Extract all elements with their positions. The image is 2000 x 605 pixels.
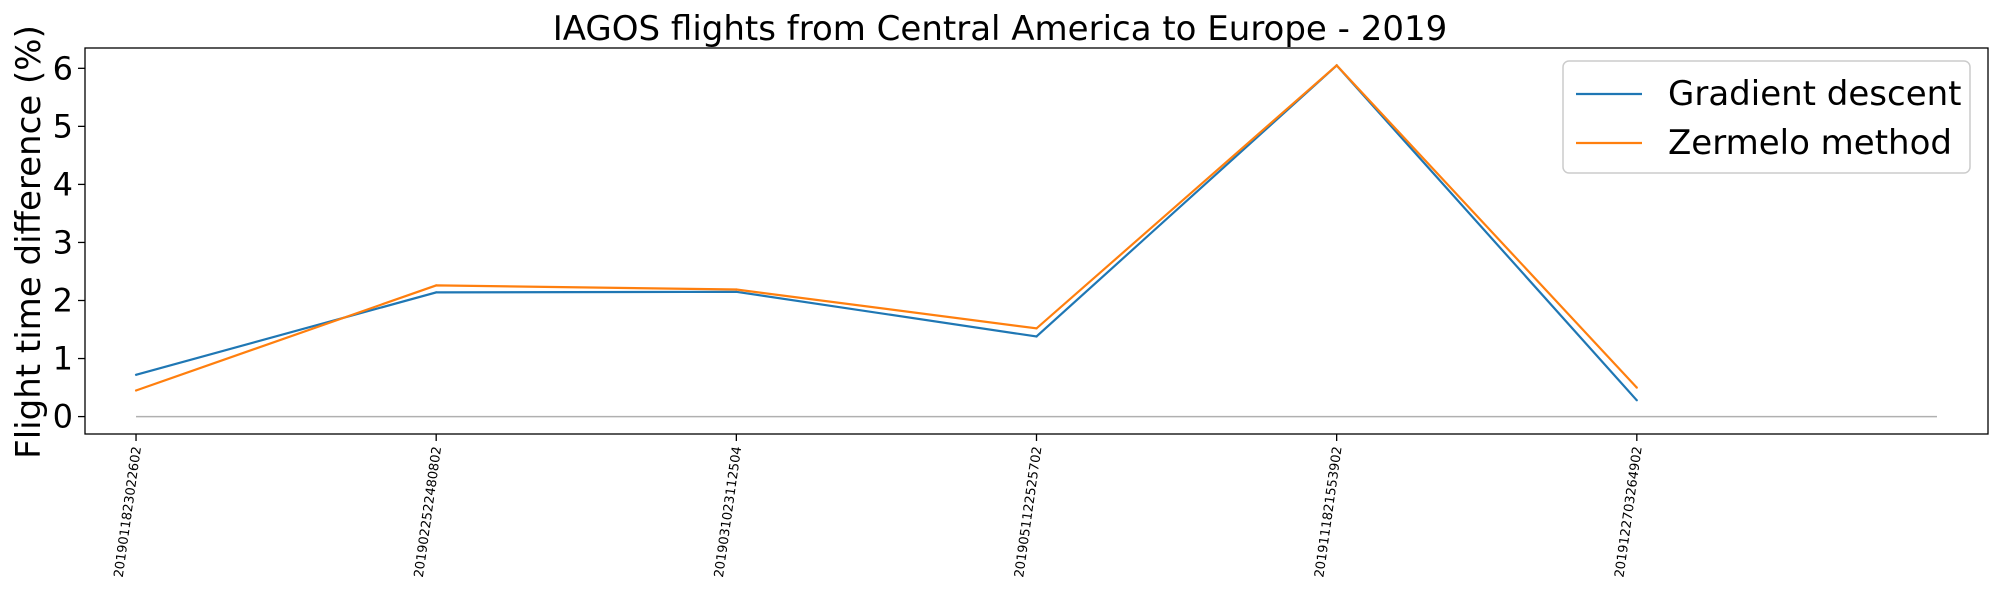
y-tick-label: 0 bbox=[53, 398, 73, 436]
data-point bbox=[435, 284, 438, 287]
data-point bbox=[735, 288, 738, 291]
data-point bbox=[1635, 386, 1638, 389]
x-tick-label: 2019031023112504 bbox=[712, 445, 745, 578]
data-point bbox=[1035, 327, 1038, 330]
legend-label-1: Gradient descent bbox=[1668, 74, 1962, 114]
y-tick-label: 6 bbox=[53, 49, 73, 87]
y-axis-label: Flight time difference (%) bbox=[9, 25, 49, 459]
y-tick-label: 2 bbox=[53, 281, 73, 319]
data-point bbox=[435, 291, 438, 294]
legend-label-2: Zermelo method bbox=[1668, 123, 1952, 163]
x-tick-label: 2019051122525702 bbox=[1012, 445, 1045, 578]
y-axis-ticks: 0 1 2 3 4 5 6 bbox=[53, 49, 85, 436]
data-point bbox=[1335, 64, 1338, 67]
series-line-1 bbox=[135, 63, 1638, 402]
x-tick-label: 2019022522480802 bbox=[412, 445, 445, 578]
data-point bbox=[134, 373, 138, 376]
x-axis-ticks: 2019011823022602 2019022522480802 20190310… bbox=[112, 434, 1646, 579]
data-point bbox=[1035, 335, 1038, 338]
legend: Gradient descent Zermelo method bbox=[1562, 60, 1971, 174]
series-layer bbox=[134, 63, 1638, 402]
series-line-2 bbox=[135, 63, 1638, 392]
chart-title: IAGOS flights from Central America to Eu… bbox=[553, 9, 1448, 49]
legend-box bbox=[1562, 60, 1971, 174]
y-tick-label: 1 bbox=[53, 340, 73, 378]
data-point bbox=[735, 290, 738, 293]
x-tick-label: 2019122703264902 bbox=[1612, 445, 1645, 578]
y-tick-label: 4 bbox=[53, 165, 73, 203]
x-tick-label: 2019111821553902 bbox=[1312, 445, 1345, 578]
data-point bbox=[134, 389, 138, 392]
x-tick-label: 2019011823022602 bbox=[112, 445, 145, 578]
data-point bbox=[1635, 399, 1638, 402]
y-tick-label: 3 bbox=[53, 223, 73, 261]
y-tick-label: 5 bbox=[53, 107, 73, 145]
